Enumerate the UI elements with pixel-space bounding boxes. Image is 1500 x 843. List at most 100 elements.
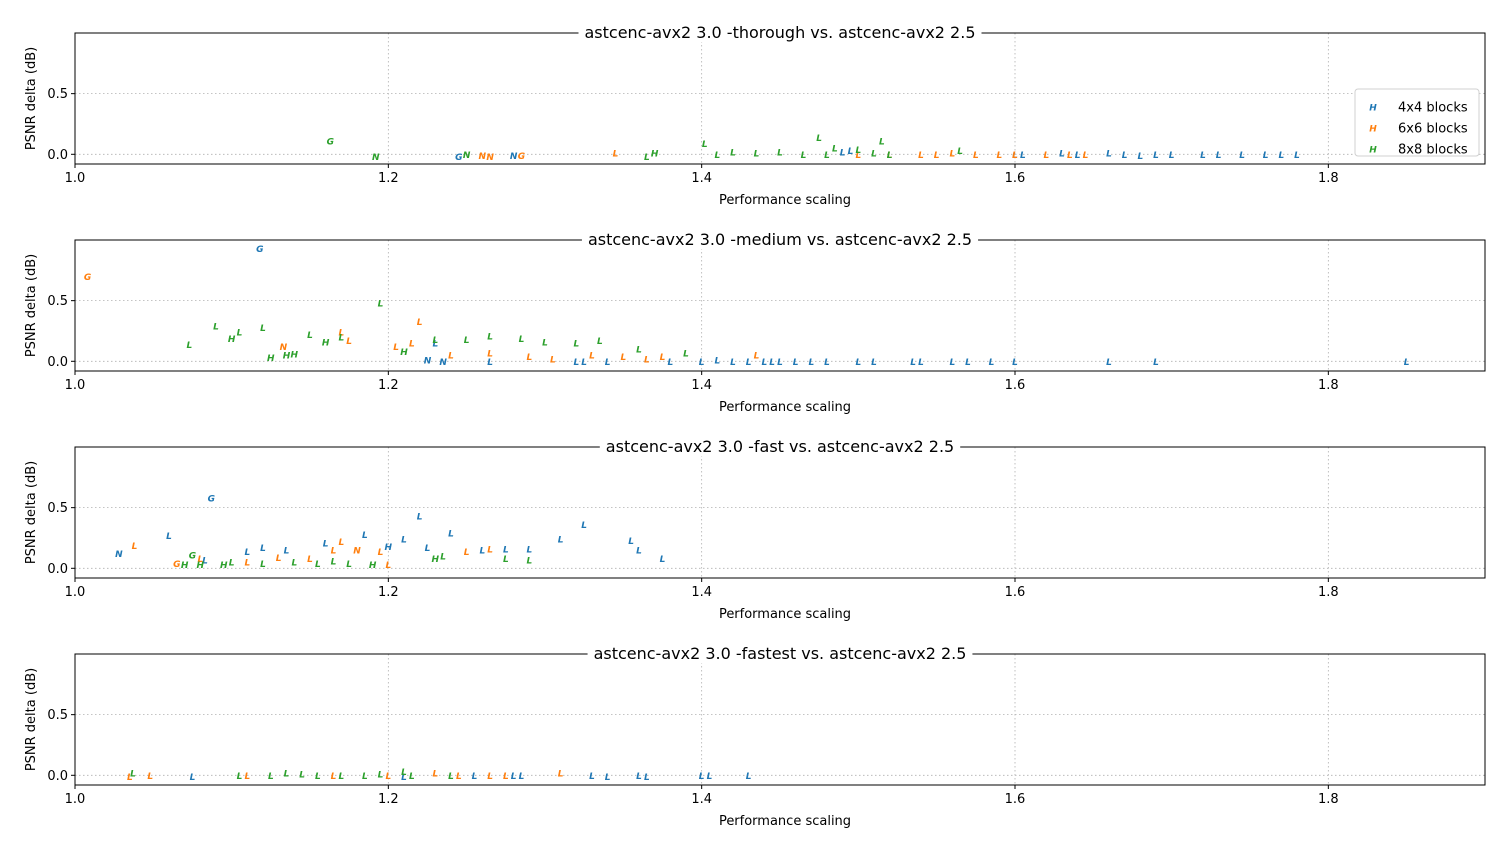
data-point: H — [220, 561, 228, 571]
data-point: L — [331, 772, 337, 782]
x-tick-label: 1.6 — [1005, 378, 1026, 393]
data-point: L — [589, 772, 595, 782]
data-point: L — [511, 772, 517, 782]
data-point: L — [801, 151, 807, 161]
chart-panel-1: G N L L L L L L L L L L L L L L L L LN N G L L L L L L L L L L L LGN N L HL… — [24, 23, 1486, 208]
data-point: L — [1106, 358, 1112, 368]
y-axis-label: PSNR delta (dB) — [24, 461, 39, 564]
data-point: L — [464, 336, 470, 346]
data-point: L — [464, 548, 470, 558]
data-point: L — [573, 340, 579, 350]
data-point: L — [338, 538, 344, 548]
y-tick-label: 0.0 — [47, 355, 68, 370]
y-axis-label: PSNR delta (dB) — [24, 668, 39, 771]
data-point: L — [910, 358, 916, 368]
data-point: L — [1012, 151, 1018, 161]
data-point: L — [448, 352, 454, 362]
chart-title: astcenc-avx2 3.0 -fastest vs. astcenc-av… — [594, 644, 967, 663]
data-point: N — [115, 550, 123, 560]
data-point: L — [644, 773, 650, 783]
data-point: L — [503, 772, 509, 782]
data-point: L — [746, 358, 752, 368]
data-point: L — [1043, 151, 1049, 161]
data-point: L — [699, 358, 705, 368]
legend-box — [1354, 88, 1480, 157]
data-point: L — [526, 353, 532, 363]
data-point: L — [754, 150, 760, 160]
plot-frame — [74, 653, 1486, 786]
data-point: L — [417, 513, 423, 523]
data-point: L — [1067, 151, 1073, 161]
data-point: L — [699, 772, 705, 782]
legend-marker: H — [1369, 104, 1377, 114]
data-point: N — [372, 153, 380, 163]
data-point: L — [871, 150, 877, 160]
data-point: L — [620, 353, 626, 363]
y-tick-label: 0.5 — [47, 294, 68, 309]
chart-title: astcenc-avx2 3.0 -fast vs. astcenc-avx2 … — [606, 437, 954, 456]
data-point: L — [636, 346, 642, 356]
data-point: L — [973, 151, 979, 161]
data-point: L — [284, 769, 290, 779]
data-point: L — [816, 134, 822, 144]
data-point: L — [581, 358, 587, 368]
plot-frame — [74, 32, 1486, 165]
x-axis-label: Performance scaling — [719, 814, 851, 829]
data-point: N — [424, 357, 432, 367]
data-point: L — [597, 337, 603, 347]
data-point: L — [519, 772, 525, 782]
data-point: L — [636, 772, 642, 782]
data-point: L — [754, 352, 760, 362]
y-axis-label: PSNR delta (dB) — [24, 254, 39, 357]
data-point: L — [769, 358, 775, 368]
data-point: H — [181, 561, 189, 571]
data-point: N — [280, 343, 288, 353]
x-tick-label: 1.8 — [1318, 378, 1339, 393]
data-point: L — [644, 355, 650, 365]
data-point: N — [463, 151, 471, 161]
data-point: N — [353, 547, 361, 557]
x-axis-label: Performance scaling — [719, 400, 851, 415]
data-point: L — [871, 358, 877, 368]
x-tick-label: 1.0 — [65, 378, 86, 393]
data-point: L — [832, 145, 838, 155]
data-point: L — [1404, 358, 1410, 368]
data-point: N — [439, 358, 447, 368]
data-point: L — [299, 771, 305, 781]
data-point: L — [307, 331, 313, 341]
data-point: L — [244, 559, 250, 569]
x-tick-label: 1.2 — [378, 171, 399, 186]
data-point: L — [346, 560, 352, 570]
chart-title-background — [578, 23, 982, 42]
data-point: L — [1083, 151, 1089, 161]
data-point: N — [510, 152, 518, 162]
x-tick-label: 1.4 — [691, 378, 712, 393]
data-point: L — [605, 773, 611, 783]
legend-label: 6x6 blocks — [1398, 122, 1468, 137]
data-point: H — [197, 561, 205, 571]
data-point: H — [291, 351, 299, 361]
data-point: L — [362, 531, 368, 541]
chart-panel-4: L L L L L L L L L L L LL L L L L L L L L LL L L L L L L L L L L Lastcen… — [24, 644, 1486, 829]
data-point: G — [327, 137, 334, 147]
x-axis-label: Performance scaling — [719, 607, 851, 622]
data-point: L — [244, 548, 250, 558]
x-tick-label: 1.0 — [65, 585, 86, 600]
y-tick-label: 0.5 — [47, 708, 68, 723]
x-tick-label: 1.2 — [378, 585, 399, 600]
legend-marker: H — [1369, 125, 1377, 135]
data-point: L — [190, 773, 196, 783]
data-point: L — [519, 335, 525, 345]
data-point: L — [1278, 151, 1284, 161]
data-point: L — [660, 353, 666, 363]
data-point: L — [260, 324, 266, 334]
data-point: L — [1153, 151, 1159, 161]
data-point: L — [989, 358, 995, 368]
data-point: L — [636, 547, 642, 557]
data-point: L — [385, 772, 391, 782]
data-point: H — [267, 354, 275, 364]
chart-title: astcenc-avx2 3.0 -thorough vs. astcenc-a… — [584, 23, 975, 42]
x-tick-label: 1.6 — [1005, 792, 1026, 807]
